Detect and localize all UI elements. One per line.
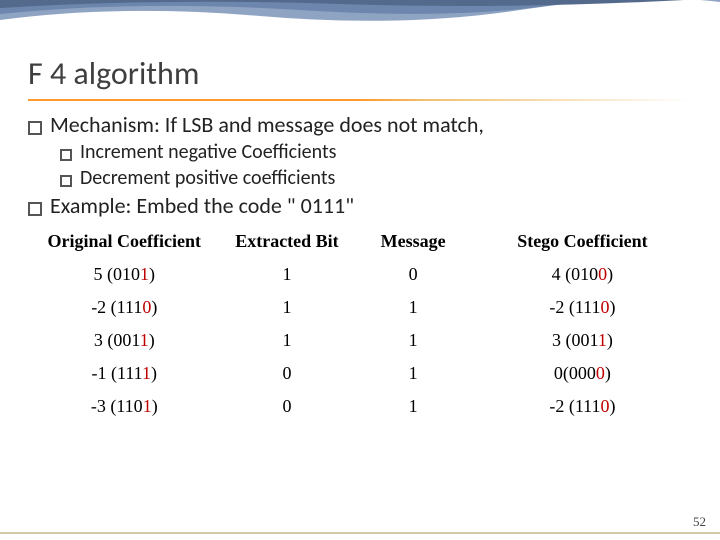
cell-stego-coef: 4 (0100) — [473, 258, 692, 291]
stego-lsb: 0 — [601, 297, 610, 317]
coef-lsb: 1 — [142, 363, 151, 383]
bullet-mechanism: Mechanism: If LSB and message does not m… — [28, 111, 692, 138]
stego-lsb: 0 — [598, 264, 607, 284]
bullet-increment: Increment negative Coefficients — [60, 140, 692, 164]
stego-suffix: ) — [605, 363, 611, 383]
cell-original-coef: -2 (1110) — [28, 291, 221, 324]
coef-suffix: ) — [149, 330, 155, 350]
coef-suffix: ) — [151, 363, 157, 383]
cell-extracted-bit: 1 — [221, 324, 354, 357]
coef-prefix: -1 (111 — [92, 363, 142, 383]
stego-prefix: 4 (010 — [552, 264, 599, 284]
coef-suffix: ) — [151, 297, 157, 317]
cell-message: 1 — [353, 291, 473, 324]
cell-message: 1 — [353, 390, 473, 423]
slide-content: F 4 algorithm Mechanism: If LSB and mess… — [28, 54, 692, 423]
page-number: 52 — [693, 514, 706, 530]
cell-original-coef: -3 (1101) — [28, 390, 221, 423]
cell-stego-coef: 3 (0011) — [473, 324, 692, 357]
coef-prefix: 3 (001 — [94, 330, 140, 350]
col-message: Message — [353, 227, 473, 258]
coef-lsb: 1 — [140, 264, 149, 284]
coef-suffix: ) — [149, 264, 155, 284]
stego-suffix: ) — [610, 396, 616, 416]
col-original: Original Coefficient — [28, 227, 221, 258]
table-row: 5 (0101)104 (0100) — [28, 258, 692, 291]
table-row: -3 (1101)01-2 (1110) — [28, 390, 692, 423]
stego-suffix: ) — [607, 264, 613, 284]
coef-lsb: 1 — [143, 396, 152, 416]
title-underline — [28, 99, 692, 101]
table-header-row: Original Coefficient Extracted Bit Messa… — [28, 227, 692, 258]
cell-extracted-bit: 0 — [221, 390, 354, 423]
coef-prefix: 5 (010 — [94, 264, 141, 284]
stego-prefix: -2 (111 — [549, 297, 600, 317]
top-wave-decoration — [0, 0, 720, 50]
square-bullet-icon — [60, 149, 72, 161]
coef-lsb: 0 — [142, 297, 151, 317]
col-stego: Stego Coefficient — [473, 227, 692, 258]
stego-lsb: 1 — [598, 330, 607, 350]
cell-original-coef: -1 (1111) — [28, 357, 221, 390]
cell-original-coef: 3 (0011) — [28, 324, 221, 357]
stego-suffix: ) — [607, 330, 613, 350]
square-bullet-icon — [28, 202, 42, 216]
cell-extracted-bit: 0 — [221, 357, 354, 390]
cell-message: 1 — [353, 357, 473, 390]
stego-lsb: 0 — [601, 396, 610, 416]
bullet-decrement: Decrement positive coefficients — [60, 166, 692, 190]
cell-stego-coef: -2 (1110) — [473, 390, 692, 423]
square-bullet-icon — [60, 175, 72, 187]
stego-prefix: -2 (111 — [549, 396, 600, 416]
cell-message: 0 — [353, 258, 473, 291]
bullet-text: Increment negative Coefficients — [80, 140, 336, 164]
example-table: Original Coefficient Extracted Bit Messa… — [28, 227, 692, 423]
table-row: 3 (0011)113 (0011) — [28, 324, 692, 357]
square-bullet-icon — [28, 121, 42, 135]
cell-original-coef: 5 (0101) — [28, 258, 221, 291]
stego-suffix: ) — [610, 297, 616, 317]
wave-svg — [0, 0, 720, 50]
bullet-text: Mechanism: If LSB and message does not m… — [50, 111, 484, 138]
coef-prefix: -3 (110 — [91, 396, 143, 416]
cell-stego-coef: -2 (1110) — [473, 291, 692, 324]
coef-suffix: ) — [152, 396, 158, 416]
slide-title: F 4 algorithm — [28, 54, 692, 93]
cell-message: 1 — [353, 324, 473, 357]
bullet-text: Example: Embed the code " 0111" — [50, 192, 354, 219]
cell-stego-coef: 0(0000) — [473, 357, 692, 390]
table-row: -1 (1111)010(0000) — [28, 357, 692, 390]
coef-lsb: 1 — [140, 330, 149, 350]
cell-extracted-bit: 1 — [221, 258, 354, 291]
cell-extracted-bit: 1 — [221, 291, 354, 324]
bottom-divider — [0, 532, 720, 534]
stego-prefix: 0(000 — [554, 363, 596, 383]
bullet-example: Example: Embed the code " 0111" — [28, 192, 692, 219]
stego-lsb: 0 — [596, 363, 605, 383]
coef-prefix: -2 (111 — [91, 297, 142, 317]
col-extracted: Extracted Bit — [221, 227, 354, 258]
stego-prefix: 3 (001 — [552, 330, 598, 350]
table-row: -2 (1110)11-2 (1110) — [28, 291, 692, 324]
bullet-text: Decrement positive coefficients — [80, 166, 335, 190]
